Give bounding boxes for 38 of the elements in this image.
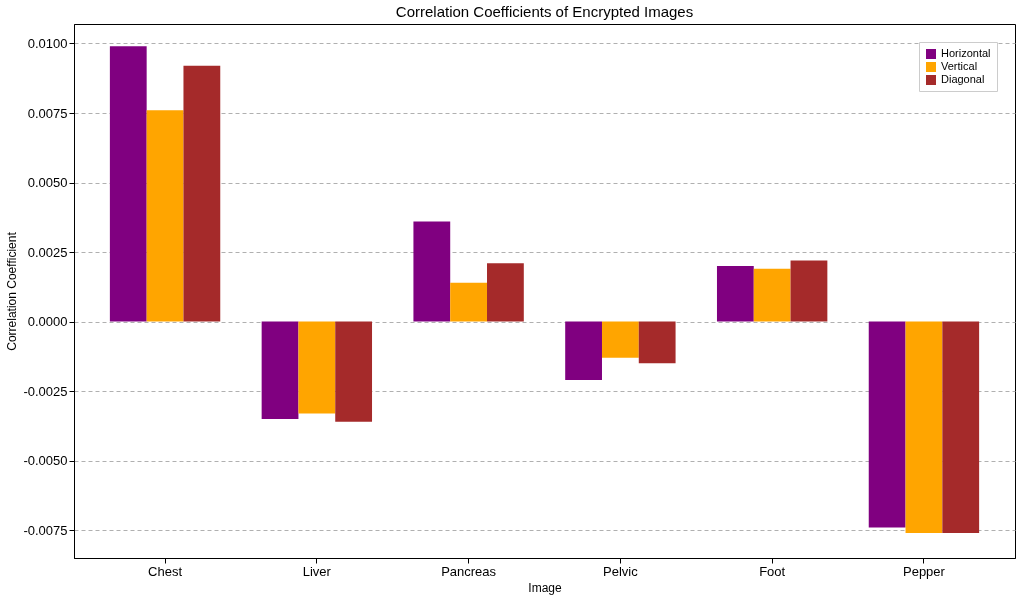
bar <box>261 321 299 419</box>
bar <box>905 321 943 533</box>
y-tick-label: 0.0050 <box>27 175 68 191</box>
legend-label: Diagonal <box>941 73 985 85</box>
x-tick-label: Liver <box>302 563 332 579</box>
bar <box>298 321 336 414</box>
y-tick-label: 0.0000 <box>27 314 68 330</box>
bar <box>335 321 373 422</box>
bar <box>868 321 906 528</box>
x-tick-label: Foot <box>759 563 786 579</box>
bar <box>716 265 754 322</box>
y-tick-label: -0.0050 <box>23 453 68 469</box>
y-tick-label: -0.0075 <box>23 522 68 538</box>
x-tick-label: Pelvic <box>603 563 639 579</box>
bar <box>565 321 602 380</box>
bar <box>601 321 639 358</box>
y-axis-title: Correlation Coefficient <box>5 231 20 351</box>
y-tick-label: 0.0025 <box>27 244 68 260</box>
x-tick-label: Pancreas <box>441 563 497 579</box>
bar <box>450 282 488 322</box>
bar <box>790 260 828 322</box>
x-tick-label: Pepper <box>902 563 946 579</box>
x-axis-title: Image <box>528 580 562 595</box>
bar <box>146 110 184 322</box>
bar <box>109 46 147 322</box>
y-tick-label: 0.0100 <box>27 35 68 51</box>
legend-label: Horizontal <box>941 47 991 59</box>
bar <box>183 65 221 322</box>
bar <box>413 221 451 322</box>
y-tick-label: 0.0075 <box>27 105 68 121</box>
bar <box>942 321 980 533</box>
x-tick-label: Chest <box>148 563 183 579</box>
bar <box>638 321 676 364</box>
bar <box>753 268 791 322</box>
bar <box>487 263 524 322</box>
legend-label: Vertical <box>941 60 978 72</box>
chart-title: Correlation Coefficients of Encrypted Images <box>395 3 694 20</box>
y-tick-label: -0.0025 <box>23 383 68 399</box>
